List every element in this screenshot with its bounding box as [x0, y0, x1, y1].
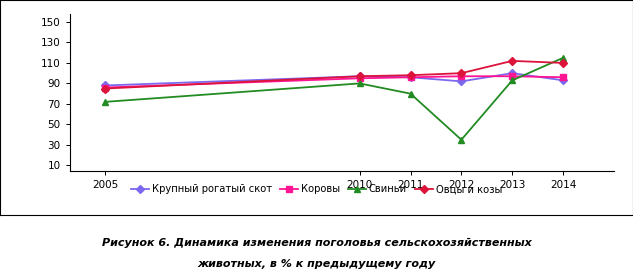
Text: Рисунок 6. Динамика изменения поголовья сельскохозяйственных: Рисунок 6. Динамика изменения поголовья … [102, 238, 531, 248]
Text: животных, в % к предыдущему году: животных, в % к предыдущему году [197, 259, 436, 269]
Legend: Крупный рогатый скот, Коровы, Свиньи, Овцы и козы: Крупный рогатый скот, Коровы, Свиньи, Ов… [127, 180, 506, 199]
